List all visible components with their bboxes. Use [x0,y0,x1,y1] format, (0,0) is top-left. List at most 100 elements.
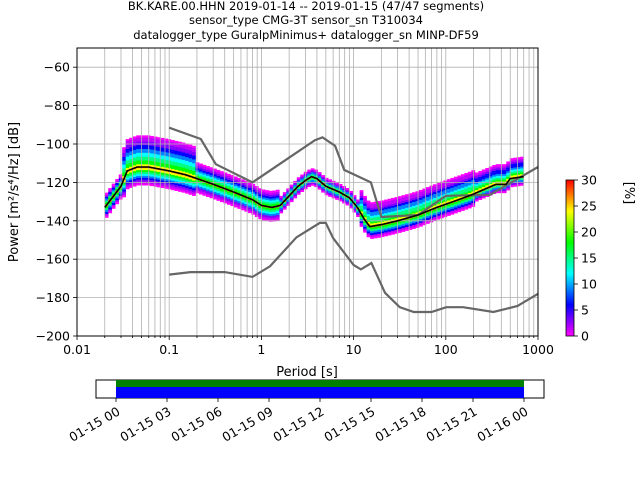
heatmap-cell [216,177,221,180]
heatmap-cell [209,186,214,189]
heatmap-cell [206,177,210,180]
heatmap-cell [321,177,326,180]
heatmap-cell [370,211,374,214]
heatmap-cell [520,183,525,186]
heatmap-cell [153,175,158,178]
heatmap-cell [307,175,312,178]
heatmap-cell [254,214,259,217]
heatmap-cell [164,165,168,168]
heatmap-cell [398,198,402,201]
heatmap-cell [495,187,500,190]
heatmap-cell [422,203,427,207]
heatmap-cell [233,193,238,196]
heatmap-cell [129,178,133,181]
heatmap-cell [359,201,364,204]
heatmap-cell [485,173,490,176]
heatmap-cell [181,159,186,162]
heatmap-cell [317,183,322,186]
heatmap-cell [192,170,196,173]
heatmap-cell [216,196,221,199]
heatmap-cell [192,178,196,181]
heatmap-cell [223,201,228,204]
heatmap-cell [373,213,378,216]
heatmap-cell [164,161,168,164]
heatmap-cell [188,163,193,166]
heatmap-cell [129,153,133,156]
heatmap-cell [408,218,413,221]
heatmap-cell [216,169,221,173]
heatmap-cell [467,198,472,201]
heatmap-cell [359,199,364,202]
heatmap-cell [370,232,374,236]
heatmap-cell [219,184,224,187]
heatmap-cell [359,217,364,220]
heatmap-cell [111,189,116,192]
heatmap-cell [195,162,200,165]
heatmap-cell [418,207,423,210]
heatmap-cell [178,189,182,192]
heatmap-cell [450,206,455,209]
heatmap-cell [411,209,416,212]
heatmap-cell [286,190,291,193]
plot-grid [76,48,538,337]
heatmap-cell [492,164,497,168]
heatmap-cell [153,151,158,155]
heatmap-cell [352,198,357,202]
x-axis-ticks: 0.01 0.1 1 10 100 1000 [63,336,554,357]
heatmap-cell [185,162,189,165]
heatmap-cell [216,187,221,190]
heatmap-cell [202,164,207,167]
heatmap-cell [178,145,182,148]
heatmap-cell [359,211,364,214]
heatmap-cell [377,220,381,223]
heatmap-cell [509,167,514,170]
heatmap-cell [150,172,154,175]
heatmap-cell [432,211,437,214]
heatmap-cell [136,164,140,167]
colorbar-tick-label: 25 [581,199,597,214]
heatmap-cell [384,226,388,229]
heatmap-cell [174,169,179,172]
heatmap-cell [195,189,200,192]
heatmap-cell [467,175,472,178]
heatmap-cell [401,229,406,232]
heatmap-cell [125,187,130,190]
heatmap-cell [258,205,263,208]
heatmap-cell [258,215,263,218]
heatmap-cell [453,201,458,204]
heatmap-cell [520,156,525,159]
heatmap-cell [212,172,217,175]
heatmap-cell [453,205,458,208]
heatmap-cell [467,202,472,205]
heatmap-cell [398,217,402,220]
heatmap-cell [411,198,416,201]
heatmap-cell [401,199,406,202]
heatmap-cell [481,171,486,174]
heatmap-cell [405,198,409,201]
heatmap-cell [251,210,256,213]
heatmap-cell [272,217,277,220]
heatmap-cell [125,165,130,169]
heatmap-cell [132,146,137,149]
heatmap-cell [405,211,409,214]
heatmap-cell [181,142,186,145]
heatmap-cell [153,153,158,157]
heatmap-cell [488,166,493,169]
heatmap-cell [268,217,273,220]
x-tick-label: 100 [434,342,458,357]
heatmap-cell [111,198,116,202]
heatmap-cell [296,179,301,182]
heatmap-cell [233,176,238,179]
heatmap-cell [446,188,451,191]
heatmap-cell [261,191,266,194]
heatmap-cell [453,190,458,193]
colorbar-tick-label: 15 [581,251,597,266]
heatmap-cell [310,179,315,182]
heatmap-cell [226,200,231,203]
heatmap-cell [293,184,298,187]
heatmap-cell [209,194,214,197]
heatmap-cell [474,178,479,181]
heatmap-cell [405,203,409,206]
heatmap-cell [122,179,127,182]
heatmap-cell [188,148,193,151]
